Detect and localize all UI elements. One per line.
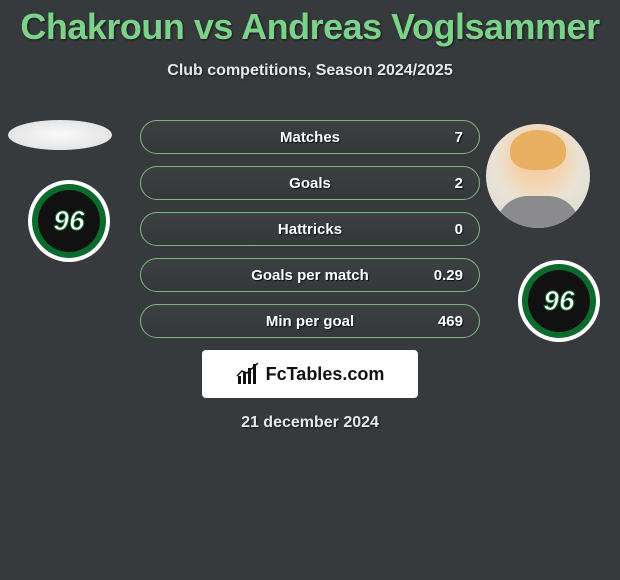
stats-table: Matches7Goals2Hattricks0Goals per match0… [140, 120, 480, 350]
date-text: 21 december 2024 [0, 414, 620, 432]
brand-text: FcTables.com [266, 364, 385, 385]
stat-label: Goals [141, 167, 479, 199]
bar-chart-icon [236, 362, 260, 386]
stat-row: Goals2 [140, 166, 480, 200]
stat-label: Goals per match [141, 259, 479, 291]
club-badge-right-text: 96 [528, 270, 590, 332]
stat-value-right: 7 [455, 121, 463, 153]
page-title: Chakroun vs Andreas Voglsammer [0, 0, 620, 48]
stat-row: Hattricks0 [140, 212, 480, 246]
stat-value-right: 0 [455, 213, 463, 245]
stat-row: Min per goal469 [140, 304, 480, 338]
brand-badge: FcTables.com [202, 350, 418, 398]
stat-value-right: 469 [438, 305, 463, 337]
stat-label: Hattricks [141, 213, 479, 245]
stat-value-right: 2 [455, 167, 463, 199]
stat-row: Matches7 [140, 120, 480, 154]
club-badge-left-text: 96 [38, 190, 100, 252]
stat-label: Min per goal [141, 305, 479, 337]
club-badge-right: 96 [518, 260, 600, 342]
player-right-avatar [486, 124, 590, 228]
stat-label: Matches [141, 121, 479, 153]
stat-value-right: 0.29 [434, 259, 463, 291]
club-badge-left: 96 [28, 180, 110, 262]
player-left-avatar [8, 120, 112, 150]
subtitle: Club competitions, Season 2024/2025 [0, 62, 620, 80]
stat-row: Goals per match0.29 [140, 258, 480, 292]
